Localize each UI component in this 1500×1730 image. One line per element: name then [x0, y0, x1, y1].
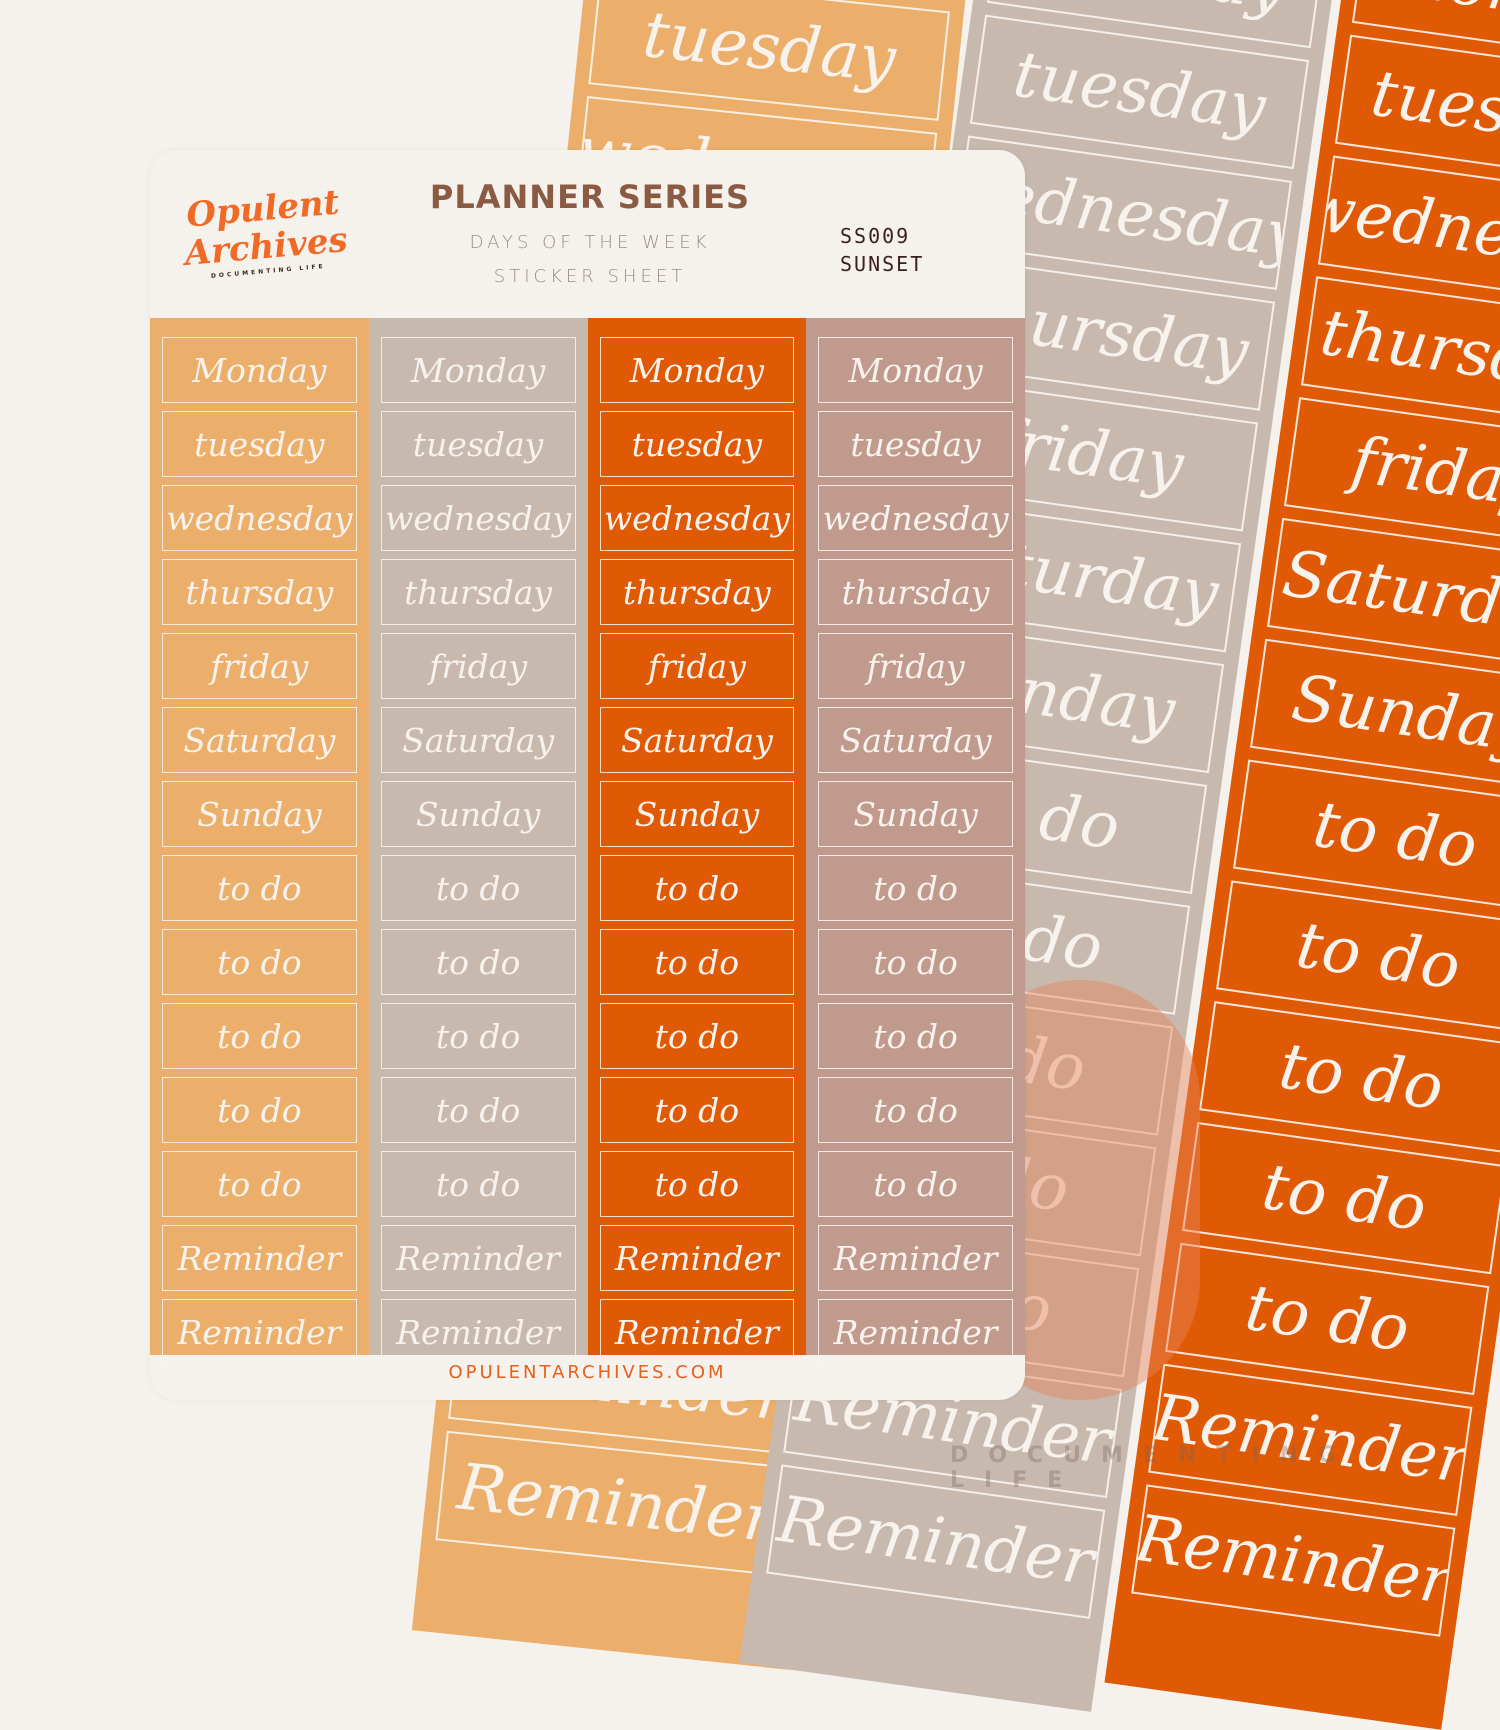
sticker-column: Monday tuesday wednesday thursday friday Satu… — [806, 318, 1025, 1365]
sticker-label: to do — [380, 1151, 576, 1217]
sticker-label: wednesday — [818, 485, 1013, 551]
sheet-subtitle-2: STICKER SHEET — [493, 266, 687, 287]
sticker-label: Saturday — [162, 707, 357, 773]
sticker-label: Reminder — [162, 1225, 357, 1291]
sticker-label: Reminder — [599, 1225, 795, 1291]
sticker-label: to do — [380, 1077, 576, 1143]
sticker-label: friday — [380, 633, 576, 699]
sticker-label: thursday — [599, 559, 795, 625]
sticker-column: Monday tuesday wednesday thursday friday Satu… — [150, 318, 369, 1365]
sticker-sheet: Opulent Archives DOCUMENTING LIFE PLANNE… — [150, 150, 1025, 1400]
sticker-label: to do — [818, 1151, 1013, 1217]
sticker-label: friday — [162, 633, 357, 699]
sticker-label: Reminder — [380, 1225, 576, 1291]
sticker-column: Monday tuesday wednesday thursday friday Satu… — [368, 318, 588, 1365]
sticker-label: to do — [162, 929, 357, 995]
sticker-label: thursday — [162, 559, 357, 625]
sticker-label: Monday — [380, 337, 576, 403]
sticker-label: to do — [599, 1077, 795, 1143]
sticker-label: to do — [818, 1077, 1013, 1143]
sticker-label: to do — [162, 1003, 357, 1069]
sticker-label: to do — [818, 929, 1013, 995]
sticker-label: Monday — [162, 337, 357, 403]
sticker-label: to do — [599, 1151, 795, 1217]
sheet-name: SUNSET — [840, 252, 925, 276]
sticker-label: thursday — [818, 559, 1013, 625]
sticker-label: to do — [599, 855, 795, 921]
sticker-label: to do — [162, 1151, 357, 1217]
sticker-label: to do — [818, 1003, 1013, 1069]
sticker-label: Saturday — [599, 707, 795, 773]
sheet-title: PLANNER SERIES — [429, 178, 751, 216]
strip-sticker-label: Reminder — [435, 1430, 797, 1577]
sticker-label: Saturday — [818, 707, 1013, 773]
footer-url[interactable]: OPULENTARCHIVES.COM — [448, 1362, 727, 1383]
sticker-column: Monday tuesday wednesday thursday friday Satu… — [587, 318, 807, 1365]
sticker-label: to do — [380, 929, 576, 995]
sticker-label: Reminder — [818, 1225, 1013, 1291]
sticker-label: tuesday — [380, 411, 576, 477]
sticker-label: thursday — [380, 559, 576, 625]
sticker-label: to do — [162, 1077, 357, 1143]
sticker-label: Reminder — [380, 1299, 576, 1365]
sticker-label: wednesday — [380, 485, 576, 551]
sticker-label: Sunday — [818, 781, 1013, 847]
sticker-label: friday — [599, 633, 795, 699]
sticker-label: to do — [380, 1003, 576, 1069]
sticker-label: Sunday — [599, 781, 795, 847]
sticker-label: Saturday — [380, 707, 576, 773]
sticker-label: wednesday — [162, 485, 357, 551]
sticker-label: tuesday — [818, 411, 1013, 477]
sticker-label: to do — [162, 855, 357, 921]
sticker-label: to do — [380, 855, 576, 921]
sticker-label: Monday — [818, 337, 1013, 403]
sticker-label: Reminder — [162, 1299, 357, 1365]
sheet-code: SS009 — [840, 224, 911, 248]
sticker-label: friday — [818, 633, 1013, 699]
sticker-label: Reminder — [818, 1299, 1013, 1365]
sticker-label: Sunday — [380, 781, 576, 847]
watermark: DOCUMENTING LIFE — [950, 1443, 1356, 1493]
sticker-label: Reminder — [599, 1299, 795, 1365]
brand-logo: Opulent Archives DOCUMENTING LIFE — [176, 182, 353, 285]
sticker-label: Sunday — [162, 781, 357, 847]
sticker-label: wednesday — [599, 485, 795, 551]
sticker-columns: Monday tuesday wednesday thursday friday Satu… — [150, 318, 1025, 1365]
sticker-label: to do — [599, 929, 795, 995]
sticker-label: to do — [599, 1003, 795, 1069]
sheet-subtitle-1: DAYS OF THE WEEK — [469, 232, 711, 253]
sticker-label: Monday — [599, 337, 795, 403]
sticker-label: tuesday — [599, 411, 795, 477]
sticker-label: tuesday — [162, 411, 357, 477]
sticker-label: to do — [818, 855, 1013, 921]
